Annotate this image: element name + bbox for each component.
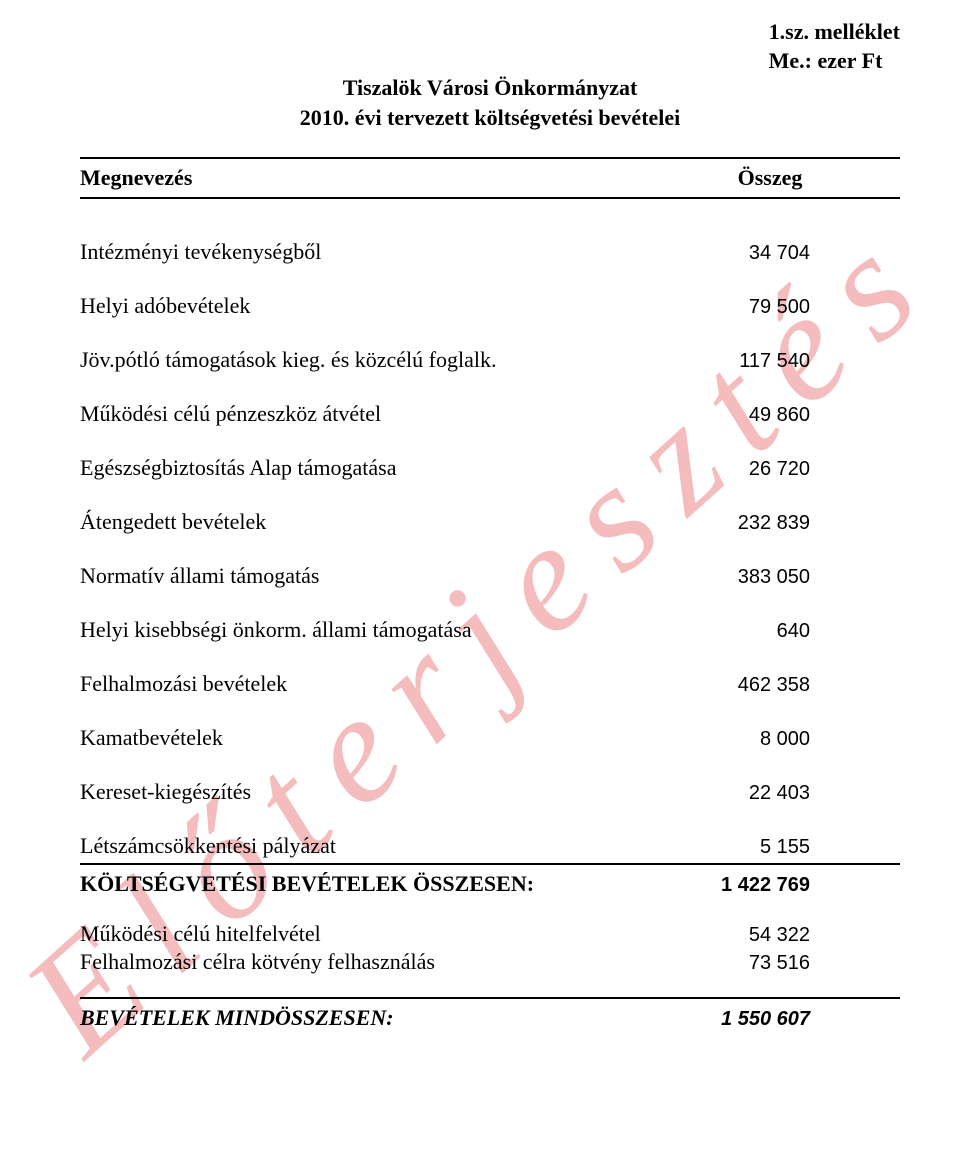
table-row: Felhalmozási célra kötvény felhasználás7… <box>80 949 900 975</box>
annex-label: 1.sz. melléklet <box>769 18 900 47</box>
top-right-block: 1.sz. melléklet Me.: ezer Ft <box>769 18 900 75</box>
spacer-row <box>80 643 900 671</box>
row-label: Létszámcsökkentési pályázat <box>80 833 550 859</box>
row-value: 383 050 <box>550 563 900 589</box>
row-label: Működési célú pénzeszköz átvétel <box>80 401 550 427</box>
table-row: Helyi kisebbségi önkorm. állami támogatá… <box>80 617 900 643</box>
row-label: Normatív állami támogatás <box>80 563 550 589</box>
row-value: 49 860 <box>550 401 900 427</box>
spacer-row <box>80 427 900 455</box>
table-row: Működési célú pénzeszköz átvétel49 860 <box>80 401 900 427</box>
spacer-row <box>80 481 900 509</box>
row-value: 8 000 <box>550 725 900 751</box>
row-value: 34 704 <box>550 239 900 265</box>
grand-total-row: BEVÉTELEK MINDÖSSZESEN:1 550 607 <box>80 998 900 1031</box>
row-value: 5 155 <box>550 833 900 859</box>
row-value: 73 516 <box>550 949 900 975</box>
spacer-row <box>80 265 900 293</box>
row-label: Jöv.pótló támogatások kieg. és közcélú f… <box>80 347 550 373</box>
column-header-value: Összeg <box>640 158 900 198</box>
table-row: Kereset-kiegészítés22 403 <box>80 779 900 805</box>
table-row: Jöv.pótló támogatások kieg. és közcélú f… <box>80 347 900 373</box>
spacer-row <box>80 535 900 563</box>
row-value: 117 540 <box>550 347 900 373</box>
row-value: 1 422 769 <box>550 864 900 897</box>
row-value: 640 <box>550 617 900 643</box>
spacer-row <box>80 897 900 921</box>
row-label: Felhalmozási bevételek <box>80 671 550 697</box>
budget-total-row: KÖLTSÉGVETÉSI BEVÉTELEK ÖSSZESEN:1 422 7… <box>80 864 900 897</box>
row-label: Átengedett bevételek <box>80 509 550 535</box>
row-label: Egészségbiztosítás Alap támogatása <box>80 455 550 481</box>
row-value: 26 720 <box>550 455 900 481</box>
row-label: Helyi adóbevételek <box>80 293 550 319</box>
row-label: Működési célú hitelfelvétel <box>80 921 550 947</box>
column-header-table: Megnevezés Összeg <box>80 157 900 199</box>
spacer-row <box>80 697 900 725</box>
title-line-1: Tiszalök Városi Önkormányzat <box>80 73 900 103</box>
unit-label: Me.: ezer Ft <box>769 47 900 76</box>
table-row: Normatív állami támogatás383 050 <box>80 563 900 589</box>
spacer-row <box>80 373 900 401</box>
column-header-row: Megnevezés Összeg <box>80 158 900 198</box>
spacer-row <box>80 589 900 617</box>
table-row: Létszámcsökkentési pályázat5 155 <box>80 833 900 859</box>
spacer-row <box>80 977 900 998</box>
spacer-row <box>80 319 900 347</box>
document-title: Tiszalök Városi Önkormányzat 2010. évi t… <box>80 73 900 132</box>
row-label: Intézményi tevékenységből <box>80 239 550 265</box>
row-value: 232 839 <box>550 509 900 535</box>
row-label: KÖLTSÉGVETÉSI BEVÉTELEK ÖSSZESEN: <box>80 864 550 897</box>
row-value: 22 403 <box>550 779 900 805</box>
table-row: Felhalmozási bevételek462 358 <box>80 671 900 697</box>
row-label: BEVÉTELEK MINDÖSSZESEN: <box>80 998 550 1031</box>
content-area: 1.sz. melléklet Me.: ezer Ft Tiszalök Vá… <box>0 0 960 1031</box>
row-value: 54 322 <box>550 921 900 947</box>
spacer-row <box>80 751 900 779</box>
row-value: 79 500 <box>550 293 900 319</box>
table-row: Helyi adóbevételek79 500 <box>80 293 900 319</box>
spacer-row <box>80 805 900 833</box>
row-label: Felhalmozási célra kötvény felhasználás <box>80 949 550 975</box>
row-label: Kamatbevételek <box>80 725 550 751</box>
table-row: Kamatbevételek8 000 <box>80 725 900 751</box>
row-label: Kereset-kiegészítés <box>80 779 550 805</box>
title-line-2: 2010. évi tervezett költségvetési bevéte… <box>80 103 900 133</box>
table-row: Egészségbiztosítás Alap támogatása26 720 <box>80 455 900 481</box>
row-label: Helyi kisebbségi önkorm. állami támogatá… <box>80 617 550 643</box>
table-row: Működési célú hitelfelvétel54 322 <box>80 921 900 947</box>
column-header-name: Megnevezés <box>80 158 640 198</box>
page: Előterjesztés 1.sz. melléklet Me.: ezer … <box>0 0 960 1156</box>
budget-table: Intézményi tevékenységből34 704 Helyi adó… <box>80 239 900 1031</box>
table-row: Átengedett bevételek232 839 <box>80 509 900 535</box>
row-value: 1 550 607 <box>550 998 900 1031</box>
row-value: 462 358 <box>550 671 900 697</box>
table-row: Intézményi tevékenységből34 704 <box>80 239 900 265</box>
